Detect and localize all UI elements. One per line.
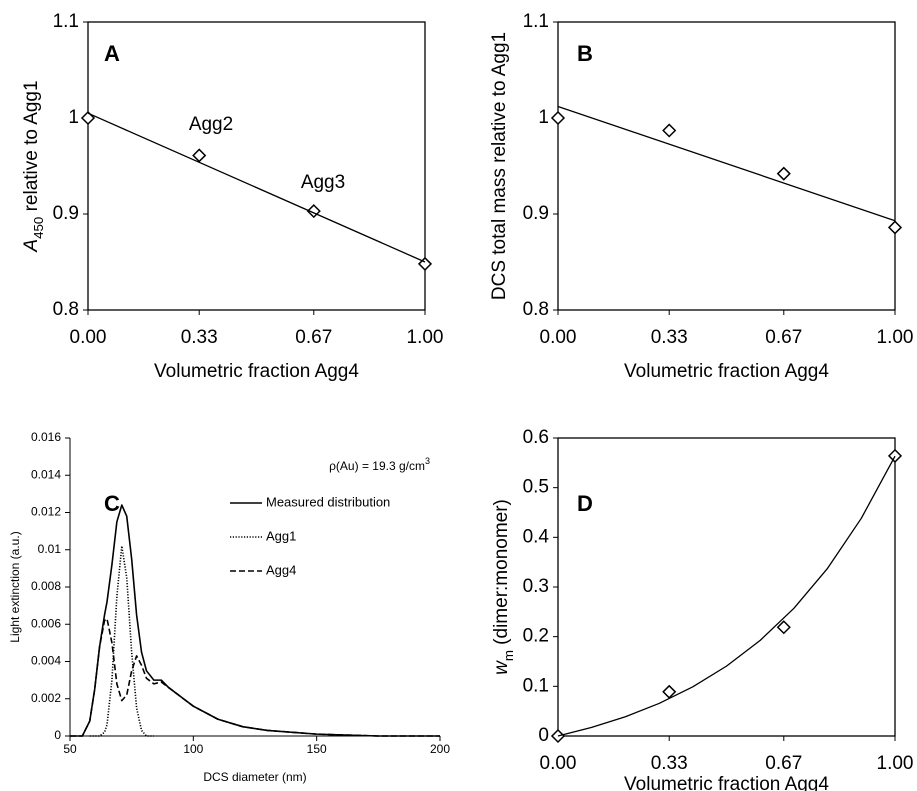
y-tick-label: 0.9: [523, 203, 549, 224]
x-tick-label: 0.67: [295, 327, 332, 348]
x-tick-label: 0.67: [765, 753, 802, 774]
x-axis-label: Volumetric fraction Agg4: [624, 774, 829, 791]
y-label-part: 450: [31, 217, 46, 239]
y-tick-label: 1.1: [523, 11, 549, 32]
x-tick-label: 0.00: [540, 327, 577, 348]
y-tick-label: 0.4: [523, 526, 550, 547]
x-tick-label: 0.33: [651, 753, 688, 774]
data-point: [887, 220, 903, 235]
panel-label: C: [104, 491, 120, 516]
data-point: [662, 123, 677, 138]
x-tick-label: 50: [63, 742, 77, 756]
x-tick-label: 0.00: [540, 753, 577, 774]
x-tick-label: 100: [183, 742, 203, 756]
data-line: [89, 545, 154, 737]
x-tick-label: 150: [307, 742, 327, 756]
x-tick-label: 1.00: [407, 327, 444, 348]
x-tick-label: 200: [430, 742, 450, 756]
x-axis-label: Volumetric fraction Agg4: [624, 361, 829, 382]
y-tick-label: 0.002: [31, 691, 61, 705]
annotation: ρ(Au) = 19.3 g/cm3: [329, 456, 430, 473]
y-tick-label: 0.004: [31, 654, 61, 668]
data-point: [192, 148, 207, 163]
y-tick-label: 0.3: [523, 576, 549, 597]
panel-label: A: [104, 41, 120, 66]
x-tick-label: 0.00: [70, 327, 107, 348]
trend-line: [557, 455, 896, 737]
x-tick-label: 0.67: [765, 327, 802, 348]
data-point: [887, 448, 903, 463]
legend-label: Agg4: [266, 562, 296, 577]
y-tick-label: 0.01: [38, 542, 62, 556]
annotation-text: ρ(Au) = 19.3 g/cm: [329, 459, 425, 473]
panel-label: D: [577, 491, 593, 516]
x-tick-label: 1.00: [877, 753, 914, 774]
y-label-part: A: [21, 239, 42, 253]
legend-label: Agg1: [266, 528, 296, 543]
y-tick-label: 0.1: [523, 675, 549, 696]
y-axis-label: A450 relative to Agg1: [21, 80, 46, 252]
y-tick-label: 0.8: [53, 299, 79, 320]
y-tick-label: 1: [68, 107, 79, 128]
y-tick-label: 0.6: [523, 427, 549, 448]
trend-line: [557, 105, 896, 222]
y-tick-label: 1.1: [53, 11, 79, 32]
trend-line: [87, 112, 426, 263]
y-tick-label: 0.008: [31, 579, 61, 593]
y-label-part: relative to Agg1: [21, 80, 42, 216]
plot-frame: [557, 437, 896, 737]
data-line: [70, 617, 440, 737]
y-tick-label: 0.014: [31, 467, 61, 481]
y-axis-label: wm (dimer:monomer): [491, 499, 516, 675]
legend-label: Measured distribution: [266, 494, 390, 509]
y-tick-label: 0: [538, 725, 549, 746]
y-tick-label: 0.8: [523, 299, 549, 320]
y-tick-label: 0.016: [31, 430, 61, 444]
plot-frame: [557, 21, 896, 311]
y-axis-label: Light extinction (a.u.): [8, 531, 22, 642]
y-tick-label: 1: [538, 107, 549, 128]
annotation: Agg3: [301, 172, 345, 193]
data-line: [70, 504, 440, 737]
y-label-part: (dimer:monomer): [491, 499, 512, 650]
x-axis-label: DCS diameter (nm): [203, 770, 306, 784]
data-point: [550, 110, 566, 126]
y-tick-label: 0.9: [53, 203, 79, 224]
annotation: Agg2: [189, 114, 233, 135]
x-tick-label: 0.33: [651, 327, 688, 348]
panel-label: B: [577, 41, 593, 66]
data-point: [776, 166, 791, 181]
data-point: [776, 620, 791, 635]
x-tick-label: 1.00: [877, 327, 914, 348]
y-tick-label: 0.2: [523, 626, 549, 647]
y-tick-label: 0.012: [31, 505, 61, 519]
annotation-sup: 3: [425, 456, 430, 466]
y-tick-label: 0.5: [523, 477, 549, 498]
y-tick-label: 0: [54, 728, 61, 742]
plot-frame: [87, 21, 426, 311]
y-axis-label: DCS total mass relative to Agg1: [489, 32, 510, 300]
x-tick-label: 0.33: [181, 327, 218, 348]
y-tick-label: 0.006: [31, 616, 61, 630]
y-label-part: w: [491, 660, 512, 675]
y-label-part: m: [501, 650, 516, 661]
x-axis-label: Volumetric fraction Agg4: [154, 361, 359, 382]
